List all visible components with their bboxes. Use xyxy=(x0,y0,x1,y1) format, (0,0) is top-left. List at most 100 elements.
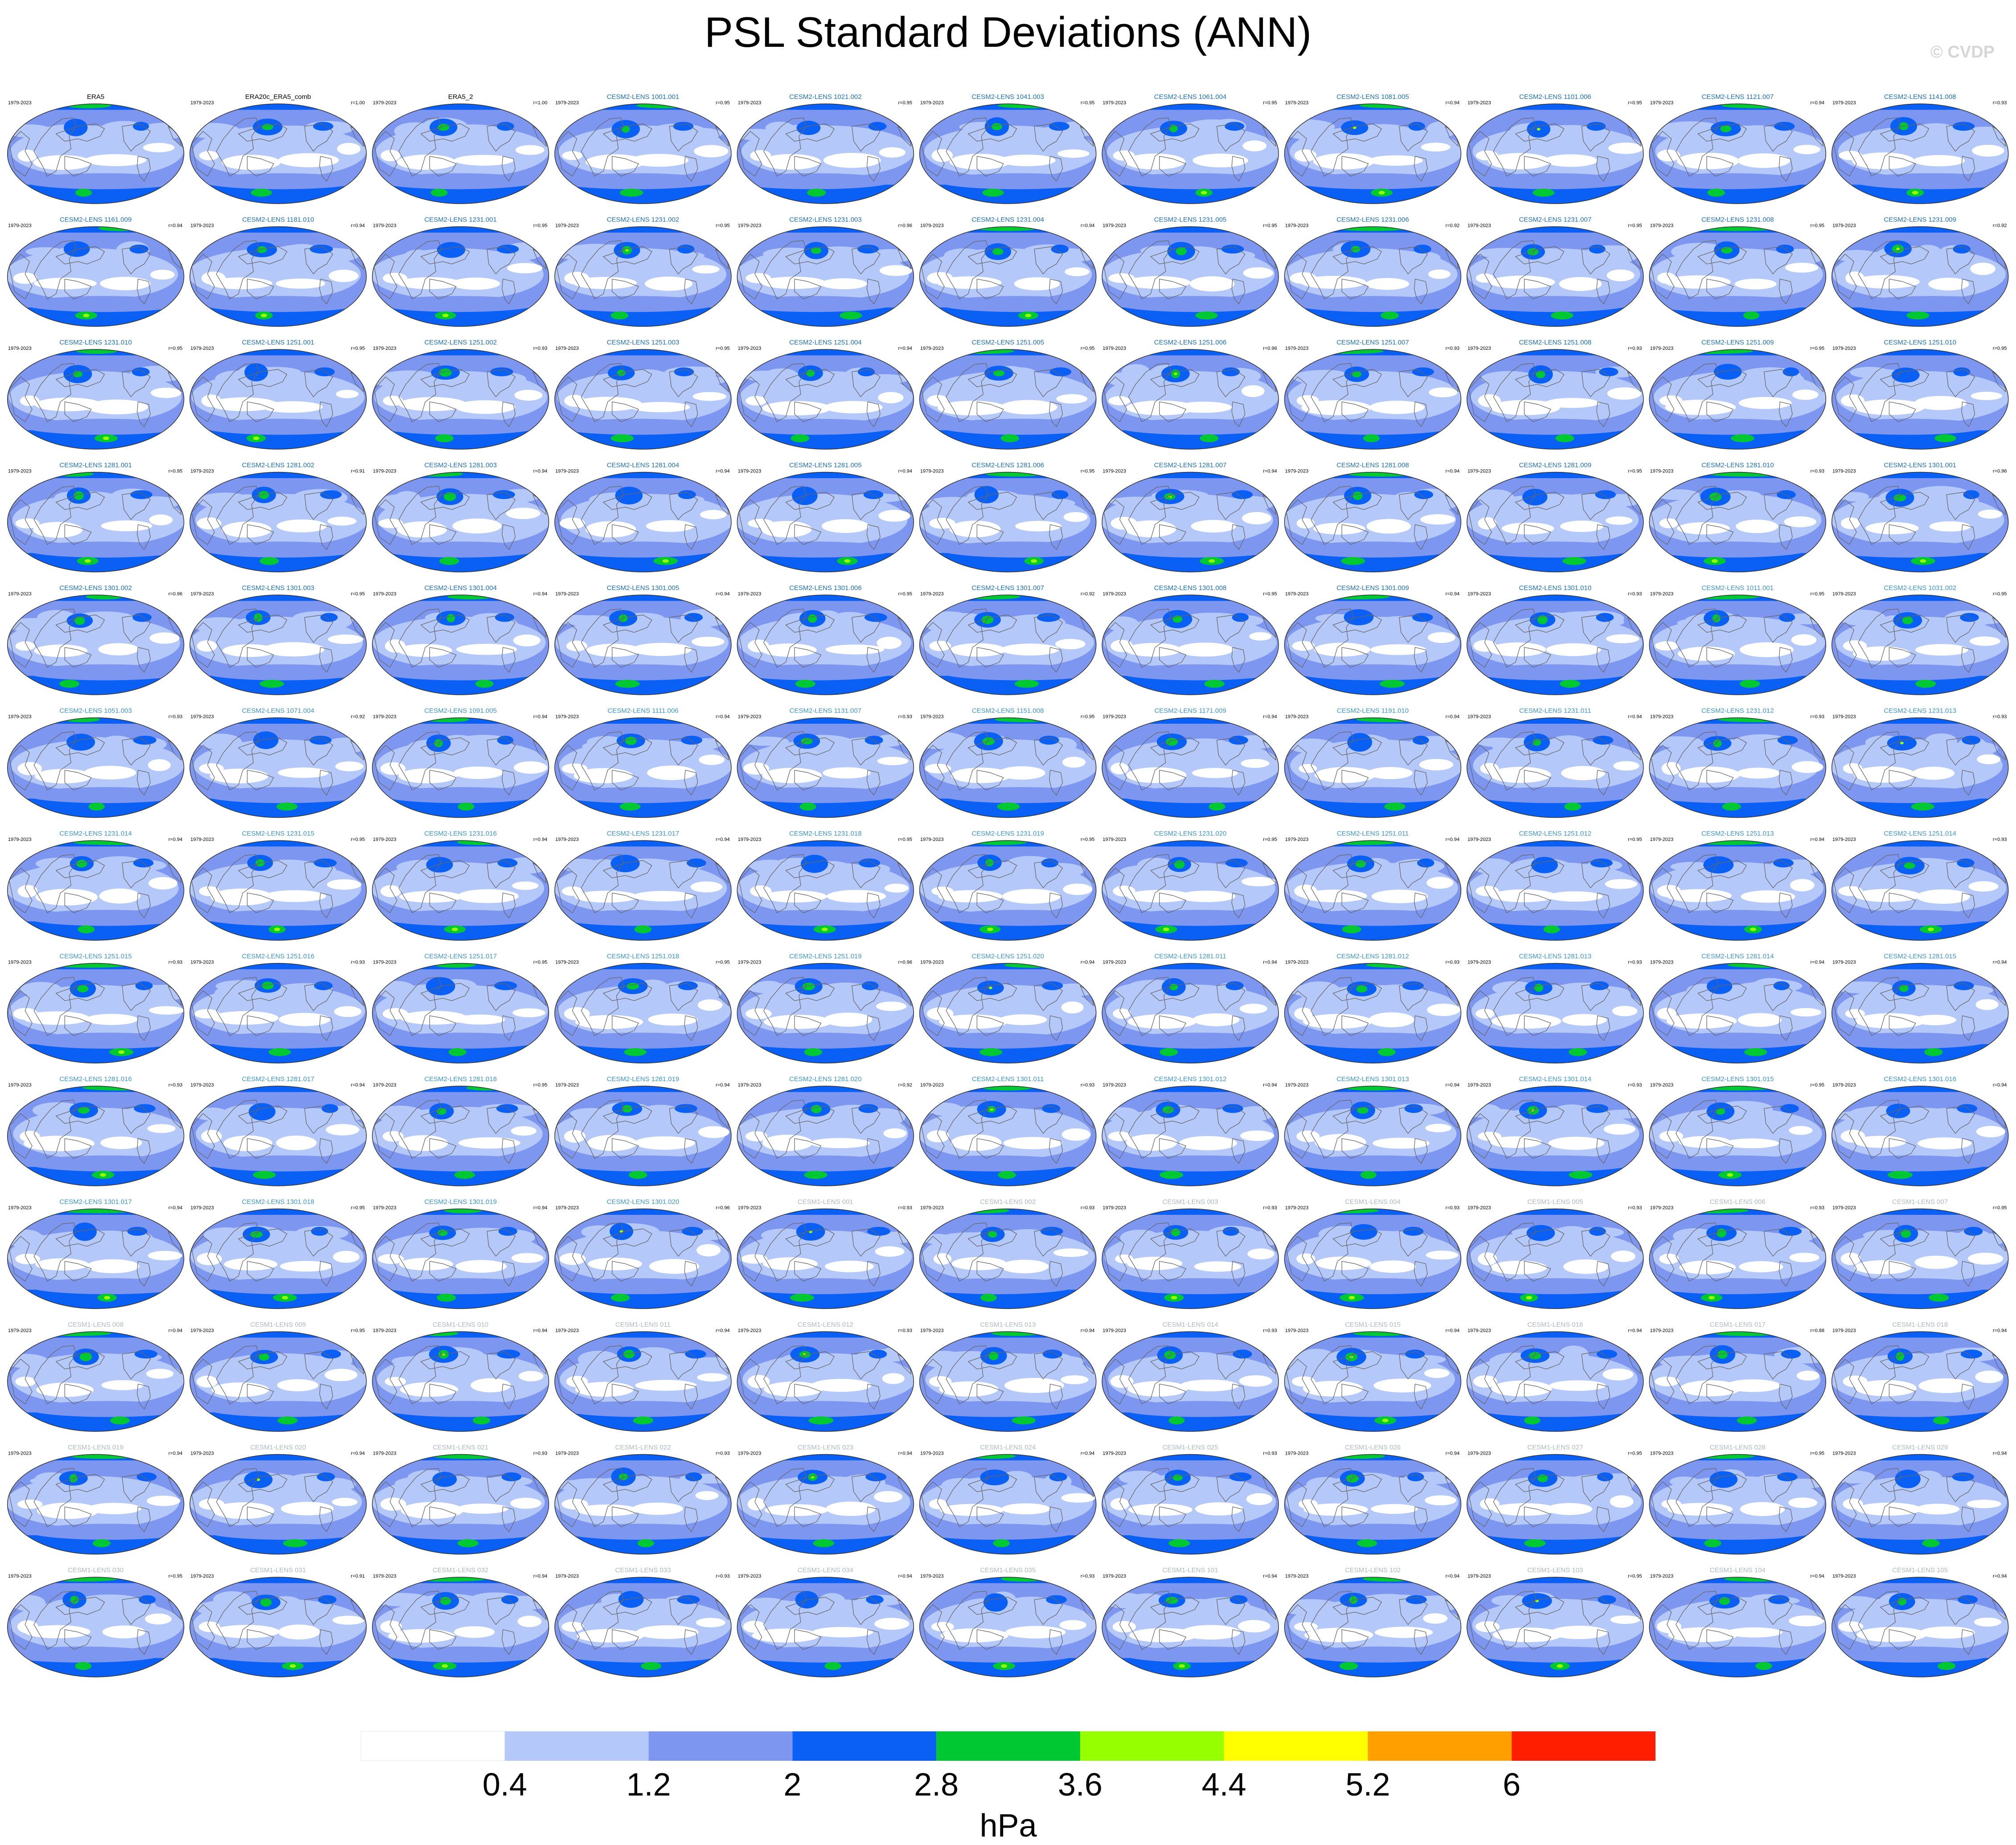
map-panel: CESM2-LENS 1121.007 1979-2023 r=0.94 xyxy=(1649,93,1827,204)
panel-title: CESM1-LENS 020 xyxy=(250,1444,306,1451)
psl-std-field xyxy=(7,472,184,572)
panel-correlation: r=0.95 xyxy=(351,1328,365,1333)
psl-std-field xyxy=(1467,1577,1643,1677)
map-panel: CESM1-LENS 007 1979-2023 r=0.95 xyxy=(1831,1198,2009,1309)
panel-correlation: r=0.93 xyxy=(898,1328,913,1333)
panel-period: 1979-2023 xyxy=(1650,469,1674,474)
panel-correlation: r=0.95 xyxy=(1993,346,2007,351)
map-panel: CESM2-LENS 1251.007 1979-2023 r=0.93 xyxy=(1284,339,1462,450)
panel-period: 1979-2023 xyxy=(190,223,214,229)
panel-correlation: r=0.93 xyxy=(168,960,183,965)
panel-period: 1979-2023 xyxy=(190,100,214,106)
psl-std-field xyxy=(1832,1577,2008,1677)
map-panel: CESM2-LENS 1131.007 1979-2023 r=0.93 xyxy=(737,707,914,818)
psl-std-field xyxy=(737,595,914,695)
panel-correlation: r=0.93 xyxy=(1628,960,1642,965)
panel-period: 1979-2023 xyxy=(190,1574,214,1579)
panel-correlation: r=0.94 xyxy=(1993,1574,2007,1579)
panel-correlation: r=0.94 xyxy=(533,1205,548,1211)
panel-period: 1979-2023 xyxy=(1102,223,1126,229)
panel-title: CESM1-LENS 023 xyxy=(798,1444,853,1451)
map-panel: CESM1-LENS 020 1979-2023 r=0.94 xyxy=(189,1444,367,1555)
panel-title: CESM2-LENS 1281.004 xyxy=(607,462,680,469)
panel-period: 1979-2023 xyxy=(1467,1574,1491,1579)
panel-correlation: r=0.95 xyxy=(351,346,365,351)
map-panel: CESM2-LENS 1091.005 1979-2023 r=0.94 xyxy=(372,707,549,818)
psl-std-field xyxy=(1832,1209,2008,1309)
panel-title: CESM1-LENS 033 xyxy=(615,1566,671,1574)
psl-std-field xyxy=(1832,1454,2008,1554)
panel-title: CESM2-LENS 1281.006 xyxy=(971,462,1044,469)
panel-correlation: r=0.94 xyxy=(716,469,730,474)
map-panel: ERA5_2 1979-2023 r=1.00 xyxy=(372,93,549,204)
panel-period: 1979-2023 xyxy=(1650,1328,1674,1333)
panel-correlation: r=0.88 xyxy=(1811,1328,1825,1333)
panel-period: 1979-2023 xyxy=(190,1451,214,1456)
panel-period: 1979-2023 xyxy=(1285,1205,1309,1211)
panel-title: CESM2-LENS 1281.014 xyxy=(1701,953,1774,960)
panel-title: CESM2-LENS 1281.020 xyxy=(789,1075,862,1083)
map-panel: CESM2-LENS 1251.013 1979-2023 r=0.94 xyxy=(1649,830,1827,941)
panel-period: 1979-2023 xyxy=(738,469,762,474)
panel-title: CESM2-LENS 1231.010 xyxy=(59,339,132,346)
map-panel: CESM2-LENS 1161.009 1979-2023 r=0.94 xyxy=(7,216,184,327)
panel-title: CESM1-LENS 027 xyxy=(1527,1444,1583,1451)
panel-title: ERA5_2 xyxy=(448,93,473,101)
panel-correlation: r=0.95 xyxy=(168,1574,183,1579)
colorbar-swatch xyxy=(1080,1731,1224,1761)
psl-std-field xyxy=(1102,226,1279,327)
map-panel: CESM2-LENS 1141.008 1979-2023 r=0.93 xyxy=(1831,93,2009,204)
psl-std-field xyxy=(919,104,1096,204)
panel-title: CESM1-LENS 026 xyxy=(1345,1444,1401,1451)
map-panel: CESM2-LENS 1251.001 1979-2023 r=0.95 xyxy=(189,339,367,450)
psl-std-field xyxy=(1284,1454,1461,1554)
psl-std-field xyxy=(372,1454,549,1554)
panel-period: 1979-2023 xyxy=(1832,1328,1856,1333)
map-panel: CESM2-LENS 1281.015 1979-2023 r=0.94 xyxy=(1831,953,2009,1064)
map-panel: CESM2-LENS 1301.017 1979-2023 r=0.94 xyxy=(7,1198,184,1309)
panel-period: 1979-2023 xyxy=(1832,960,1856,965)
panel-correlation: r=0.94 xyxy=(533,469,548,474)
map-panel: CESM1-LENS 014 1979-2023 r=0.93 xyxy=(1102,1321,1279,1432)
panel-period: 1979-2023 xyxy=(8,837,32,842)
psl-std-field xyxy=(737,349,914,449)
panel-correlation: r=0.95 xyxy=(533,960,548,965)
panel-correlation: r=0.93 xyxy=(1993,837,2007,842)
panel-period: 1979-2023 xyxy=(555,837,579,842)
panel-correlation: r=0.95 xyxy=(351,837,365,842)
psl-std-field xyxy=(1467,718,1643,818)
panel-correlation: r=0.93 xyxy=(1081,1082,1095,1088)
panel-title: CESM1-LENS 025 xyxy=(1163,1444,1218,1451)
panel-period: 1979-2023 xyxy=(738,591,762,597)
panel-title: CESM2-LENS 1251.004 xyxy=(789,339,862,346)
panel-title: CESM1-LENS 018 xyxy=(1892,1321,1948,1328)
panel-period: 1979-2023 xyxy=(1650,714,1674,720)
panel-period: 1979-2023 xyxy=(1650,346,1674,351)
panel-title: CESM2-LENS 1301.001 xyxy=(1884,462,1956,469)
panel-period: 1979-2023 xyxy=(1102,714,1126,720)
map-panel: CESM2-LENS 1111.006 1979-2023 r=0.94 xyxy=(554,707,732,818)
panel-title: CESM2-LENS 1301.013 xyxy=(1336,1075,1409,1083)
panel-title: CESM2-LENS 1191.010 xyxy=(1337,707,1409,715)
psl-std-field xyxy=(372,349,549,449)
panel-period: 1979-2023 xyxy=(8,591,32,597)
panel-correlation: r=0.94 xyxy=(1446,837,1460,842)
map-panel: CESM2-LENS 1281.012 1979-2023 r=0.93 xyxy=(1284,953,1462,1064)
psl-std-field xyxy=(1284,1332,1461,1431)
panel-correlation: r=0.94 xyxy=(1081,1328,1095,1333)
psl-std-field xyxy=(554,1086,731,1186)
psl-std-field xyxy=(1102,1209,1279,1309)
panel-period: 1979-2023 xyxy=(1467,960,1491,965)
panel-correlation: r=0.95 xyxy=(168,469,183,474)
psl-std-field xyxy=(1284,226,1461,327)
psl-std-field xyxy=(919,472,1096,572)
panel-correlation: r=0.95 xyxy=(1811,346,1825,351)
psl-std-field xyxy=(7,1454,184,1554)
panel-correlation: r=0.93 xyxy=(1446,960,1460,965)
panel-title: CESM2-LENS 1231.011 xyxy=(1519,707,1591,715)
map-panel: CESM2-LENS 1301.012 1979-2023 r=0.94 xyxy=(1102,1075,1279,1186)
map-panel: CESM2-LENS 1301.018 1979-2023 r=0.95 xyxy=(189,1198,367,1309)
panel-correlation: r=0.94 xyxy=(533,1574,548,1579)
panel-period: 1979-2023 xyxy=(1467,1451,1491,1456)
psl-std-field xyxy=(1284,104,1461,204)
